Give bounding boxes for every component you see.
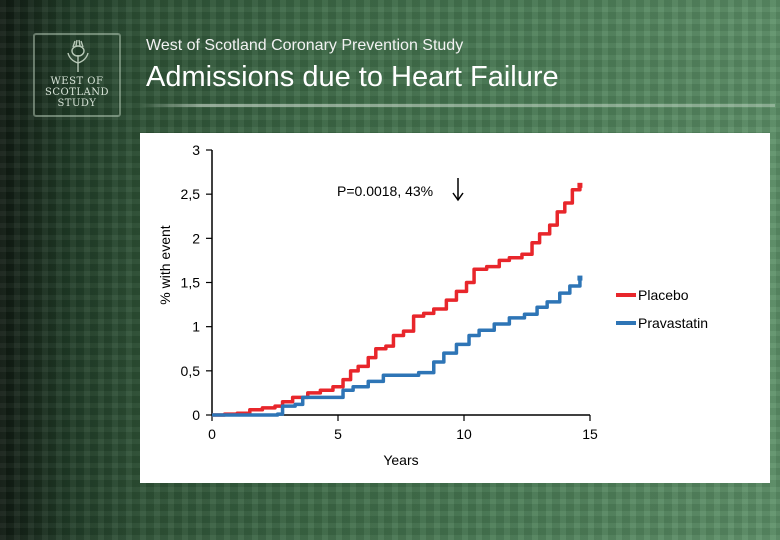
- chart-panel: 0 0,5 1 1,5 2 2,5 3 0 5 10 15 P=0.0018, 43% % with…: [140, 133, 770, 483]
- study-name: West of Scotland Coronary Prevention Stu…: [146, 37, 464, 54]
- y-tick-label: 0,5: [181, 363, 201, 379]
- y-tick-label: 1: [192, 319, 200, 335]
- y-axis-label: % with event: [157, 225, 173, 304]
- logo-line-2: SCOTLAND: [45, 87, 109, 98]
- slide-title: Admissions due to Heart Failure: [146, 61, 559, 93]
- down-arrow-icon: [452, 178, 464, 202]
- logo-line-3: STUDY: [57, 98, 97, 109]
- x-axis-label: Years: [383, 452, 418, 468]
- y-tick-label: 2,5: [181, 186, 201, 202]
- logo-line-1: WEST OF: [50, 76, 104, 87]
- chart-svg: 0 0,5 1 1,5 2 2,5 3 0 5 10 15 P=0.0018, 43% % with…: [157, 142, 708, 468]
- y-tick-label: 2: [192, 230, 200, 246]
- x-tick-label: 0: [208, 426, 216, 442]
- series-line-pravastatin: [212, 278, 582, 417]
- x-tick-label: 15: [582, 426, 598, 442]
- study-logo: WEST OF SCOTLAND STUDY: [33, 33, 121, 117]
- title-divider: [140, 104, 775, 107]
- series-endpoint-placebo: [577, 182, 583, 188]
- x-tick-label: 10: [456, 426, 472, 442]
- y-tick-label: 0: [192, 407, 200, 423]
- y-tick-label: 1,5: [181, 275, 201, 291]
- series-layer: [212, 182, 583, 417]
- series-endpoint-pravastatin: [577, 275, 583, 281]
- x-tick-label: 5: [334, 426, 342, 442]
- series-line-placebo: [212, 185, 582, 417]
- chart-annotation: P=0.0018, 43%: [337, 183, 433, 199]
- chart-legend: Placebo Pravastatin: [616, 287, 708, 331]
- thistle-icon: [67, 39, 89, 72]
- y-tick-label: 3: [192, 142, 200, 158]
- legend-label-placebo: Placebo: [638, 287, 689, 303]
- legend-label-pravastatin: Pravastatin: [638, 315, 708, 331]
